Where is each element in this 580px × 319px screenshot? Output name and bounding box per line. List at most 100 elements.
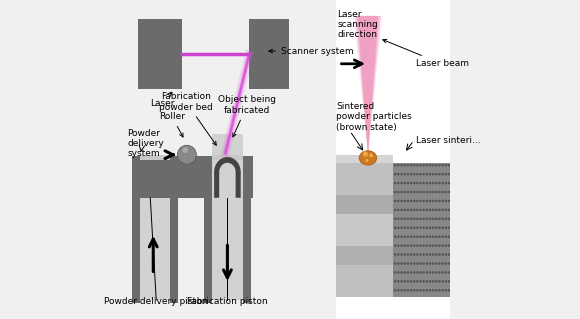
Circle shape: [429, 280, 432, 283]
Circle shape: [422, 253, 425, 256]
Circle shape: [407, 244, 409, 247]
Circle shape: [448, 173, 450, 175]
Bar: [336, 195, 393, 214]
Circle shape: [394, 262, 396, 265]
Circle shape: [432, 209, 434, 211]
Circle shape: [445, 235, 447, 238]
Circle shape: [448, 280, 450, 283]
Circle shape: [394, 226, 396, 229]
Circle shape: [394, 253, 396, 256]
Circle shape: [413, 164, 415, 167]
Circle shape: [435, 226, 438, 229]
Circle shape: [397, 209, 400, 211]
Bar: [212, 155, 243, 160]
Circle shape: [432, 280, 434, 283]
Circle shape: [407, 173, 409, 175]
Circle shape: [432, 235, 434, 238]
Circle shape: [416, 253, 419, 256]
Circle shape: [422, 218, 425, 220]
Circle shape: [445, 209, 447, 211]
Circle shape: [426, 235, 428, 238]
Circle shape: [426, 244, 428, 247]
Circle shape: [435, 173, 438, 175]
Circle shape: [445, 244, 447, 247]
Circle shape: [409, 200, 412, 202]
Circle shape: [419, 289, 422, 292]
Circle shape: [416, 226, 419, 229]
Circle shape: [435, 218, 438, 220]
Circle shape: [422, 191, 425, 193]
Circle shape: [400, 235, 403, 238]
Circle shape: [409, 262, 412, 265]
Polygon shape: [360, 16, 376, 155]
Circle shape: [448, 182, 450, 184]
Circle shape: [429, 173, 432, 175]
Circle shape: [435, 182, 438, 184]
Circle shape: [394, 200, 396, 202]
Circle shape: [432, 262, 434, 265]
Circle shape: [445, 289, 447, 292]
Circle shape: [409, 235, 412, 238]
Circle shape: [416, 218, 419, 220]
Text: Powder
delivery
system: Powder delivery system: [128, 129, 164, 159]
Circle shape: [426, 226, 428, 229]
Circle shape: [413, 253, 415, 256]
Circle shape: [413, 289, 415, 292]
Circle shape: [413, 235, 415, 238]
Circle shape: [407, 262, 409, 265]
Circle shape: [438, 262, 441, 265]
Circle shape: [397, 191, 400, 193]
Text: Roller: Roller: [159, 112, 185, 137]
Circle shape: [369, 153, 373, 157]
Circle shape: [435, 280, 438, 283]
Circle shape: [432, 271, 434, 274]
Circle shape: [394, 164, 396, 167]
Circle shape: [409, 164, 412, 167]
Circle shape: [419, 244, 422, 247]
Circle shape: [400, 280, 403, 283]
Circle shape: [422, 226, 425, 229]
Circle shape: [409, 244, 412, 247]
Circle shape: [448, 200, 450, 202]
Circle shape: [438, 253, 441, 256]
Circle shape: [429, 218, 432, 220]
Circle shape: [435, 235, 438, 238]
Circle shape: [435, 244, 438, 247]
Circle shape: [407, 209, 409, 211]
Circle shape: [419, 280, 422, 283]
Circle shape: [403, 218, 406, 220]
Circle shape: [183, 147, 188, 153]
Circle shape: [438, 191, 441, 193]
Circle shape: [441, 218, 444, 220]
Circle shape: [403, 235, 406, 238]
Circle shape: [409, 209, 412, 211]
Circle shape: [419, 182, 422, 184]
Bar: [393, 163, 450, 297]
Circle shape: [422, 200, 425, 202]
Circle shape: [409, 271, 412, 274]
Circle shape: [400, 253, 403, 256]
Bar: [336, 155, 393, 163]
Circle shape: [429, 244, 432, 247]
Circle shape: [416, 280, 419, 283]
Circle shape: [438, 182, 441, 184]
Circle shape: [394, 191, 396, 193]
Circle shape: [422, 262, 425, 265]
Circle shape: [426, 271, 428, 274]
Circle shape: [432, 289, 434, 292]
Circle shape: [448, 271, 450, 274]
Circle shape: [435, 271, 438, 274]
Circle shape: [403, 226, 406, 229]
Circle shape: [438, 200, 441, 202]
Circle shape: [394, 182, 396, 184]
Circle shape: [365, 159, 369, 162]
Circle shape: [416, 262, 419, 265]
Bar: [212, 134, 243, 198]
Circle shape: [397, 271, 400, 274]
Circle shape: [422, 182, 425, 184]
Circle shape: [438, 271, 441, 274]
Circle shape: [426, 289, 428, 292]
Circle shape: [422, 173, 425, 175]
Circle shape: [397, 173, 400, 175]
Circle shape: [413, 191, 415, 193]
